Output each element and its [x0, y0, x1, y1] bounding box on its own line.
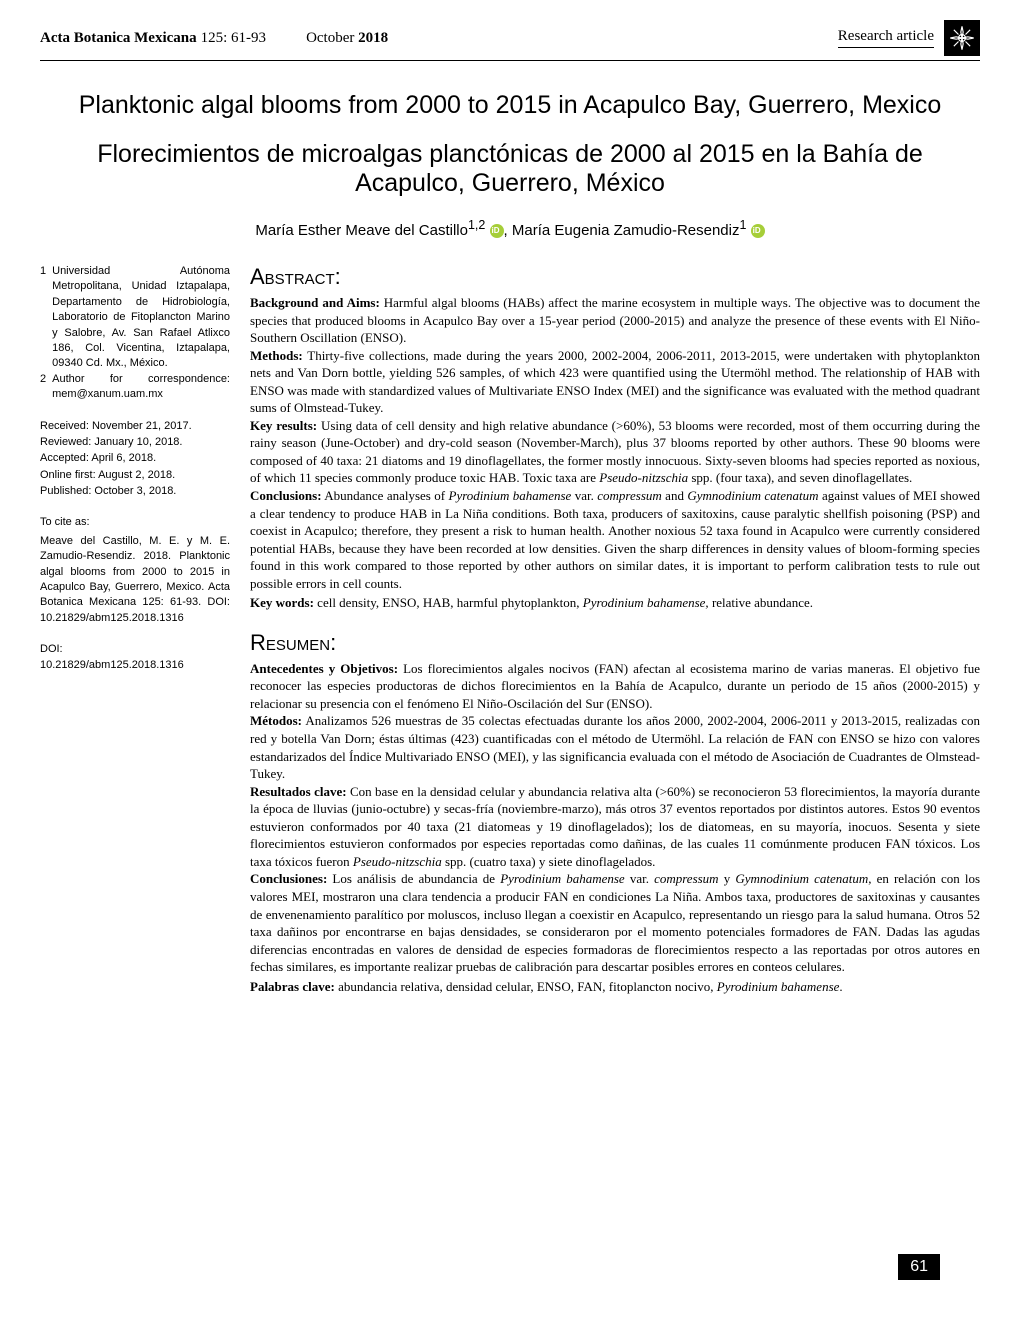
resumen-antecedentes: Antecedentes y Objetivos: Los florecimie… [250, 660, 980, 713]
citation-heading: To cite as: [40, 515, 230, 530]
conclusiones-text-2: var. [625, 871, 654, 886]
date-published: Published: October 3, 2018. [40, 484, 230, 499]
date-reviewed: Reviewed: January 10, 2018. [40, 435, 230, 450]
resumen-heading: Resumen: [250, 630, 980, 656]
conclusiones-italic-1: Pyrodinium bahamense [500, 871, 625, 886]
affiliation-text: Author for correspondence: mem@xanum.uam… [52, 372, 230, 403]
conclusiones-label: Conclusiones: [250, 871, 327, 886]
abstract-conclusions: Conclusions: Abundance analyses of Pyrod… [250, 487, 980, 592]
conclusiones-italic-3: Gymnodinium catenatum [735, 871, 868, 886]
author-1-affil: 1,2 [468, 218, 485, 232]
affiliation-2: 2 Author for correspondence: mem@xanum.u… [40, 372, 230, 403]
sidebar: 1 Universidad Autónoma Metropolitana, Un… [40, 264, 230, 995]
abstract-heading: Abstract: [250, 264, 980, 290]
content-column: Abstract: Background and Aims: Harmful a… [250, 264, 980, 995]
conclusiones-text-1: Los análisis de abundancia de [327, 871, 500, 886]
citation-text: Meave del Castillo, M. E. y M. E. Zamudi… [40, 534, 230, 626]
orcid-icon [751, 224, 765, 238]
abstract-text: Background and Aims: Harmful algal bloom… [250, 294, 980, 612]
page-number: 61 [898, 1254, 940, 1280]
date-accepted: Accepted: April 6, 2018. [40, 451, 230, 466]
methods-text: Thirty-five collections, made during the… [250, 348, 980, 416]
affiliations-block: 1 Universidad Autónoma Metropolitana, Un… [40, 264, 230, 403]
keywords-text-1: cell density, ENSO, HAB, harmful phytopl… [314, 595, 583, 610]
affiliation-num: 1 [40, 264, 46, 372]
citation-block: To cite as: Meave del Castillo, M. E. y … [40, 515, 230, 626]
conclusiones-text-3: y [719, 871, 736, 886]
abstract-methods: Methods: Thirty-five collections, made d… [250, 347, 980, 417]
resumen-conclusiones: Conclusiones: Los análisis de abundancia… [250, 870, 980, 975]
palabras-label: Palabras clave: [250, 979, 335, 994]
results-label: Key results: [250, 418, 317, 433]
abstract-background: Background and Aims: Harmful algal bloom… [250, 294, 980, 347]
doi-block: DOI: 10.21829/abm125.2018.1316 [40, 642, 230, 673]
resumen-metodos: Métodos: Analizamos 526 muestras de 35 c… [250, 712, 980, 782]
keywords-text-2: relative abundance. [709, 595, 813, 610]
conclusions-text-4: against values of MEI showed a clear ten… [250, 488, 980, 591]
affiliation-num: 2 [40, 372, 46, 403]
date-online: Online first: August 2, 2018. [40, 468, 230, 483]
palabras-text-1: abundancia relativa, densidad celular, E… [335, 979, 717, 994]
resultados-text-2: spp. (cuatro taxa) y siete dinoflagelado… [442, 854, 656, 869]
main-content: 1 Universidad Autónoma Metropolitana, Un… [40, 264, 980, 995]
author-2-affil: 1 [739, 218, 746, 232]
journal-logo-icon [944, 20, 980, 56]
date-received: Received: November 21, 2017. [40, 419, 230, 434]
header-right: Research article [838, 20, 980, 56]
palabras-text-2: . [839, 979, 842, 994]
doi-heading: DOI: [40, 642, 230, 657]
antecedentes-label: Antecedentes y Objetivos: [250, 661, 398, 676]
conclusions-italic-1: Pyrodinium bahamense [449, 488, 572, 503]
issue-info: 125: 61-93 [201, 30, 266, 46]
resumen-text: Antecedentes y Objetivos: Los florecimie… [250, 660, 980, 995]
resumen-block: Resumen: Antecedentes y Objetivos: Los f… [250, 630, 980, 995]
journal-issue: Acta Botanica Mexicana 125: 61-93 [40, 29, 266, 47]
results-text-2: spp. (four taxa), and seven dinoflagella… [688, 470, 912, 485]
publish-date: October 2018 [306, 30, 388, 47]
methods-label: Methods: [250, 348, 303, 363]
abstract-keywords: Key words: cell density, ENSO, HAB, harm… [250, 594, 980, 612]
abstract-results: Key results: Using data of cell density … [250, 417, 980, 487]
conclusions-text-1: Abundance analyses of [322, 488, 449, 503]
resumen-palabras: Palabras clave: abundancia relativa, den… [250, 978, 980, 996]
journal-title: Acta Botanica Mexicana [40, 30, 197, 46]
palabras-italic: Pyrodinium bahamense [717, 979, 840, 994]
resumen-resultados: Resultados clave: Con base en la densida… [250, 783, 980, 871]
background-label: Background and Aims: [250, 295, 380, 310]
author-1: María Esther Meave del Castillo [255, 222, 468, 239]
conclusions-text-2: var. [571, 488, 597, 503]
orcid-icon [490, 224, 504, 238]
results-italic-1: Pseudo-nitzschia [599, 470, 688, 485]
resultados-label: Resultados clave: [250, 784, 347, 799]
resultados-italic-1: Pseudo-nitzschia [353, 854, 442, 869]
abstract-block: Abstract: Background and Aims: Harmful a… [250, 264, 980, 612]
authors-line: María Esther Meave del Castillo1,2 , Mar… [40, 218, 980, 239]
affiliation-1: 1 Universidad Autónoma Metropolitana, Un… [40, 264, 230, 372]
conclusions-italic-3: Gymnodinium catenatum [687, 488, 818, 503]
conclusions-label: Conclusions: [250, 488, 322, 503]
doi-value: 10.21829/abm125.2018.1316 [40, 658, 230, 673]
keywords-italic: Pyrodinium bahamense, [583, 595, 709, 610]
conclusiones-text-4: , en relación con los valores MEI, mostr… [250, 871, 980, 974]
article-title-english: Planktonic algal blooms from 2000 to 201… [40, 91, 980, 120]
affiliation-text: Universidad Autónoma Metropolitana, Unid… [52, 264, 230, 372]
author-2: , María Eugenia Zamudio-Resendiz [504, 222, 740, 239]
page-header: Acta Botanica Mexicana 125: 61-93 Octobe… [40, 20, 980, 61]
metodos-label: Métodos: [250, 713, 302, 728]
article-title-spanish: Florecimientos de microalgas planctónica… [40, 140, 980, 198]
keywords-label: Key words: [250, 595, 314, 610]
metodos-text: Analizamos 526 muestras de 35 colectas e… [250, 713, 980, 781]
article-type: Research article [838, 28, 934, 48]
conclusions-text-3: and [662, 488, 688, 503]
header-left: Acta Botanica Mexicana 125: 61-93 Octobe… [40, 29, 388, 47]
dates-block: Received: November 21, 2017. Reviewed: J… [40, 419, 230, 500]
conclusiones-italic-2: compressum [654, 871, 719, 886]
conclusions-italic-2: compressum [597, 488, 662, 503]
